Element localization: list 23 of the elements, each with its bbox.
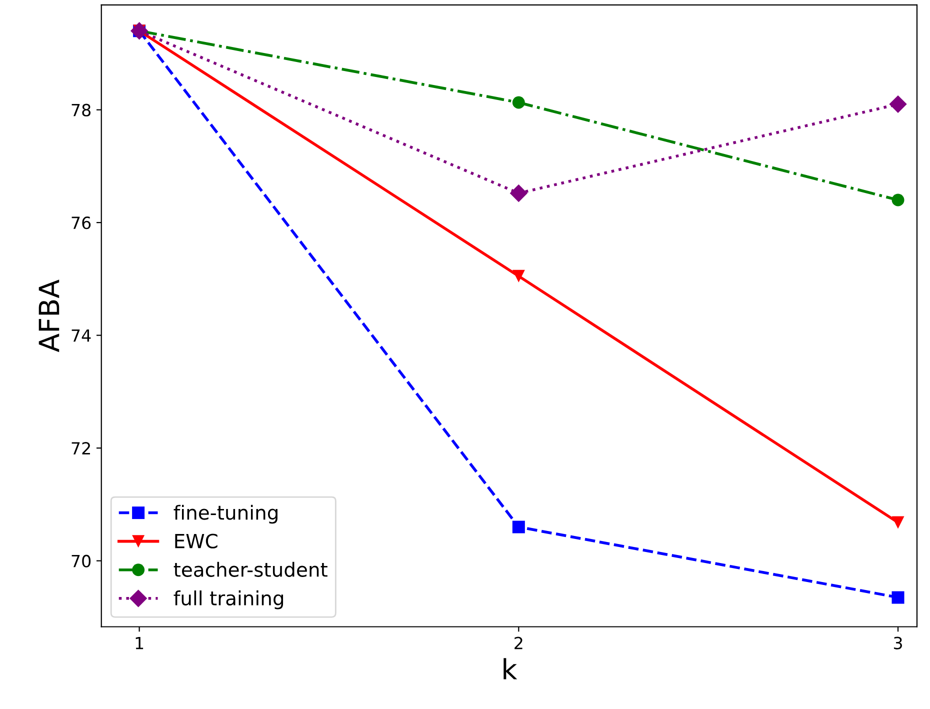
x-tick-label: 3 xyxy=(894,636,902,650)
legend-label: full training xyxy=(174,590,284,610)
point xyxy=(512,270,525,282)
point xyxy=(512,96,525,109)
legend-label: fine-tuning xyxy=(174,504,278,524)
y-tick-label: 76 xyxy=(72,216,91,230)
point xyxy=(510,184,528,202)
point xyxy=(512,520,525,534)
y-tick-label: 72 xyxy=(72,442,90,454)
x-tick-label: 2 xyxy=(514,636,522,650)
legend-label: teacher-student xyxy=(174,562,328,577)
point xyxy=(892,591,904,604)
legend-label: EWC xyxy=(175,534,218,548)
point xyxy=(892,516,904,529)
y-tick-label: 70 xyxy=(72,554,91,568)
y-tick-label: 74 xyxy=(72,329,91,342)
point xyxy=(889,95,907,114)
point xyxy=(130,22,148,40)
x-axis-title: k xyxy=(504,658,518,680)
y-axis-title: AFBA xyxy=(38,280,60,352)
y-tick-label: 78 xyxy=(72,104,91,116)
x-tick-label: 1 xyxy=(136,636,144,650)
point xyxy=(892,194,904,206)
